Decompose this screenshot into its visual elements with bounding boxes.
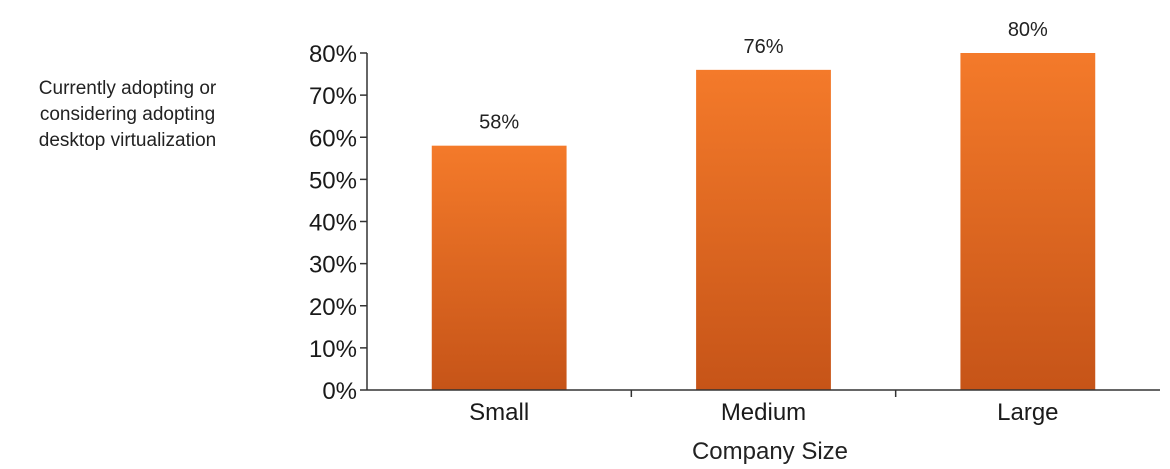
y-axis-label: Currently adopting or considering adopti… <box>38 78 217 151</box>
data-labels: 58% 76% 80% <box>479 19 1048 134</box>
bar-large <box>960 53 1096 390</box>
x-axis-title: Company Size <box>692 438 848 465</box>
y-tick-label: 60% <box>309 125 357 152</box>
y-tick-label: 80% <box>309 41 357 68</box>
y-tick-label: 30% <box>309 252 357 279</box>
x-tick-label: Small <box>469 399 529 426</box>
bar-medium <box>696 69 831 390</box>
bars <box>431 53 1096 390</box>
x-axis: Small Medium Large <box>367 389 1160 426</box>
y-tick-label: 40% <box>309 210 357 237</box>
y-tick-label: 50% <box>309 167 357 194</box>
y-tick-label: 20% <box>309 294 357 321</box>
y-tick-label: 70% <box>309 83 357 110</box>
y-axis: 0% 10% 20% 30% 40% 50% 60% 70% 80% <box>309 41 368 405</box>
data-label: 80% <box>1008 19 1048 41</box>
y-tick-label: 0% <box>322 378 357 405</box>
bar-small <box>431 145 567 390</box>
data-label: 58% <box>479 112 519 134</box>
x-tick-label: Large <box>997 399 1058 426</box>
data-label: 76% <box>743 36 783 58</box>
y-tick-label: 10% <box>309 336 357 363</box>
x-tick-label: Medium <box>721 399 806 426</box>
